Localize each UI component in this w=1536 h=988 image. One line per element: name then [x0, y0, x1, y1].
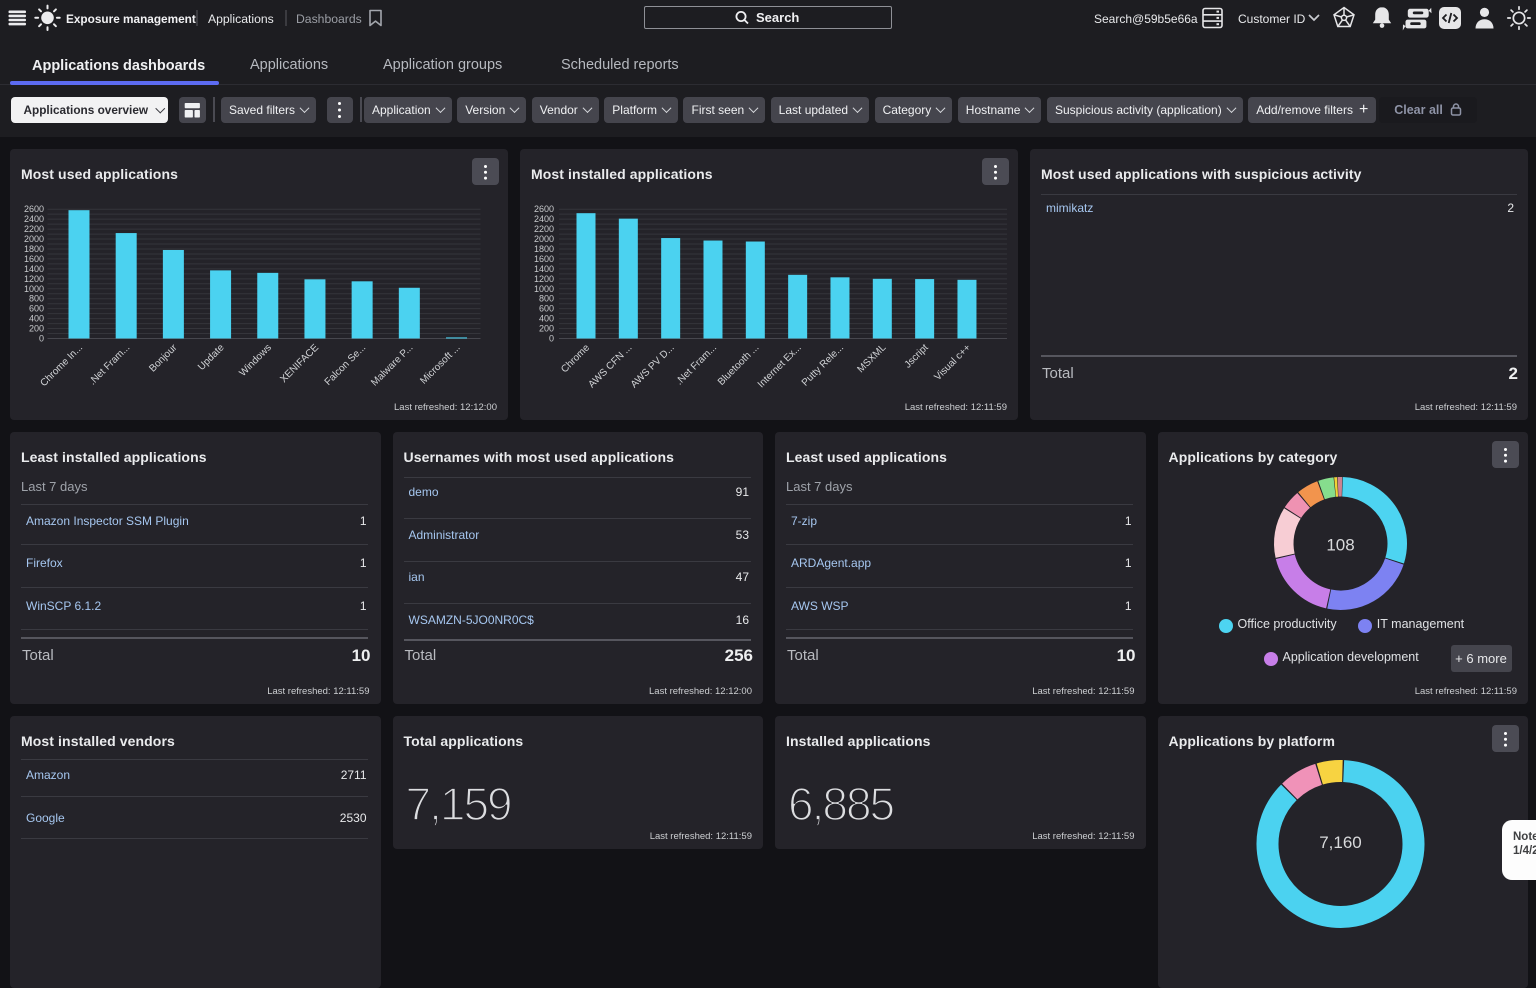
- svg-text:0: 0: [39, 334, 44, 344]
- svg-text:800: 800: [29, 294, 44, 304]
- svg-text:800: 800: [539, 294, 554, 304]
- svg-text:1000: 1000: [24, 284, 44, 294]
- svg-text:1800: 1800: [534, 244, 554, 254]
- svg-text:1200: 1200: [534, 274, 554, 284]
- svg-text:Windows: Windows: [237, 342, 273, 378]
- svg-text:200: 200: [539, 324, 554, 334]
- svg-text:Bonjour: Bonjour: [147, 342, 180, 375]
- svg-text:1400: 1400: [24, 264, 44, 274]
- svg-text:Jscript: Jscript: [903, 342, 931, 370]
- svg-text:2400: 2400: [534, 214, 554, 224]
- svg-text:Bluetooth ...: Bluetooth ...: [716, 342, 762, 388]
- svg-text:1200: 1200: [24, 274, 44, 284]
- svg-text:2200: 2200: [24, 224, 44, 234]
- svg-text:1000: 1000: [534, 284, 554, 294]
- svg-text:AWS CFN ...: AWS CFN ...: [586, 342, 634, 390]
- svg-text:2400: 2400: [24, 214, 44, 224]
- svg-text:2000: 2000: [534, 234, 554, 244]
- svg-text:0: 0: [549, 334, 554, 344]
- svg-text:2600: 2600: [534, 204, 554, 214]
- svg-text:Microsoft ...: Microsoft ...: [418, 342, 462, 386]
- svg-text:2200: 2200: [534, 224, 554, 234]
- svg-text:400: 400: [29, 314, 44, 324]
- svg-text:Chrome: Chrome: [559, 342, 592, 375]
- svg-text:Chrome In...: Chrome In...: [38, 342, 85, 389]
- svg-text:.Net Fram...: .Net Fram...: [674, 342, 719, 387]
- svg-text:1400: 1400: [534, 264, 554, 274]
- svg-text:2000: 2000: [24, 234, 44, 244]
- svg-text:Putty Rele...: Putty Rele...: [800, 342, 846, 388]
- svg-text:400: 400: [539, 314, 554, 324]
- svg-text:Update: Update: [196, 342, 227, 373]
- svg-text:Falcon Se...: Falcon Se...: [323, 342, 369, 388]
- svg-text:7,160: 7,160: [1319, 833, 1362, 852]
- svg-text:1600: 1600: [24, 254, 44, 264]
- svg-text:1600: 1600: [534, 254, 554, 264]
- svg-text:MSXML: MSXML: [856, 342, 889, 375]
- svg-text:600: 600: [539, 304, 554, 314]
- svg-text:.Net Fram...: .Net Fram...: [87, 342, 132, 387]
- svg-text:600: 600: [29, 304, 44, 314]
- svg-text:XENIFACE: XENIFACE: [278, 342, 321, 385]
- svg-text:AWS PV D...: AWS PV D...: [629, 342, 677, 390]
- svg-text:2600: 2600: [24, 204, 44, 214]
- svg-text:Visual c++: Visual c++: [932, 342, 973, 383]
- svg-text:108: 108: [1326, 536, 1354, 555]
- svg-text:Malware P...: Malware P...: [369, 342, 415, 388]
- svg-text:200: 200: [29, 324, 44, 334]
- svg-text:Internet Ex...: Internet Ex...: [756, 342, 804, 390]
- svg-text:1800: 1800: [24, 244, 44, 254]
